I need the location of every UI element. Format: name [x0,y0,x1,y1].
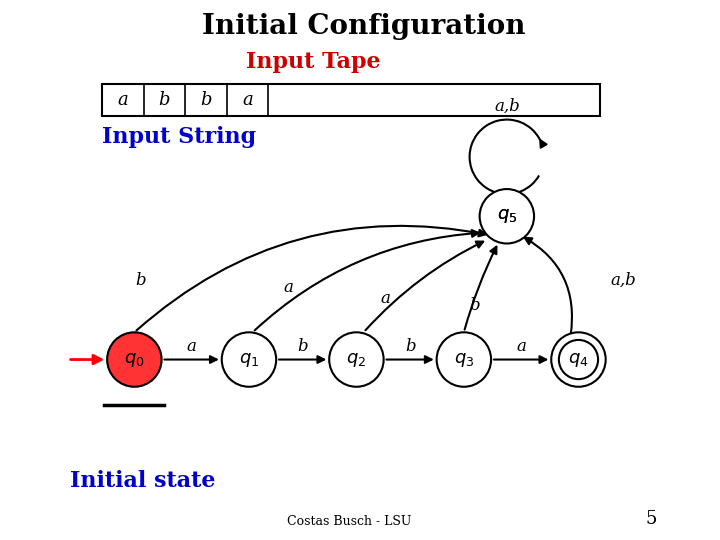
Text: b: b [297,338,308,355]
Text: Costas Busch - LSU: Costas Busch - LSU [287,515,411,528]
Text: a: a [242,91,253,109]
Text: Initial Configuration: Initial Configuration [202,13,526,40]
Text: Input Tape: Input Tape [246,51,381,73]
Text: 5: 5 [646,510,657,528]
Text: b: b [158,91,170,109]
Text: Initial state: Initial state [70,470,215,492]
FancyArrowPatch shape [366,241,483,330]
Bar [102,84,600,116]
Circle shape [480,189,534,244]
Text: $q_5$: $q_5$ [497,207,517,225]
Text: $q_3$: $q_3$ [454,350,474,368]
Circle shape [222,332,276,387]
Text: b: b [469,298,480,314]
Circle shape [107,332,161,387]
Text: a: a [284,279,293,296]
Text: b: b [200,91,212,109]
FancyArrowPatch shape [255,230,479,330]
Text: a: a [186,338,197,355]
Text: a,b: a,b [494,98,520,115]
Text: b: b [135,272,145,289]
Text: $q_1$: $q_1$ [239,350,259,368]
Text: Input String: Input String [102,126,256,149]
FancyArrowPatch shape [137,226,485,330]
Text: a: a [380,290,390,307]
FancyArrowPatch shape [464,247,496,329]
Text: $q_5$: $q_5$ [497,207,517,225]
Text: a,b: a,b [610,272,636,289]
FancyArrowPatch shape [525,238,572,335]
Text: $q_2$: $q_2$ [346,350,366,368]
Circle shape [329,332,384,387]
Circle shape [436,332,491,387]
Text: a: a [117,91,128,109]
Circle shape [552,332,606,387]
Text: b: b [405,338,415,355]
Text: $q_4$: $q_4$ [568,350,589,368]
Text: a: a [516,338,526,355]
Text: $q_0$: $q_0$ [124,350,145,368]
